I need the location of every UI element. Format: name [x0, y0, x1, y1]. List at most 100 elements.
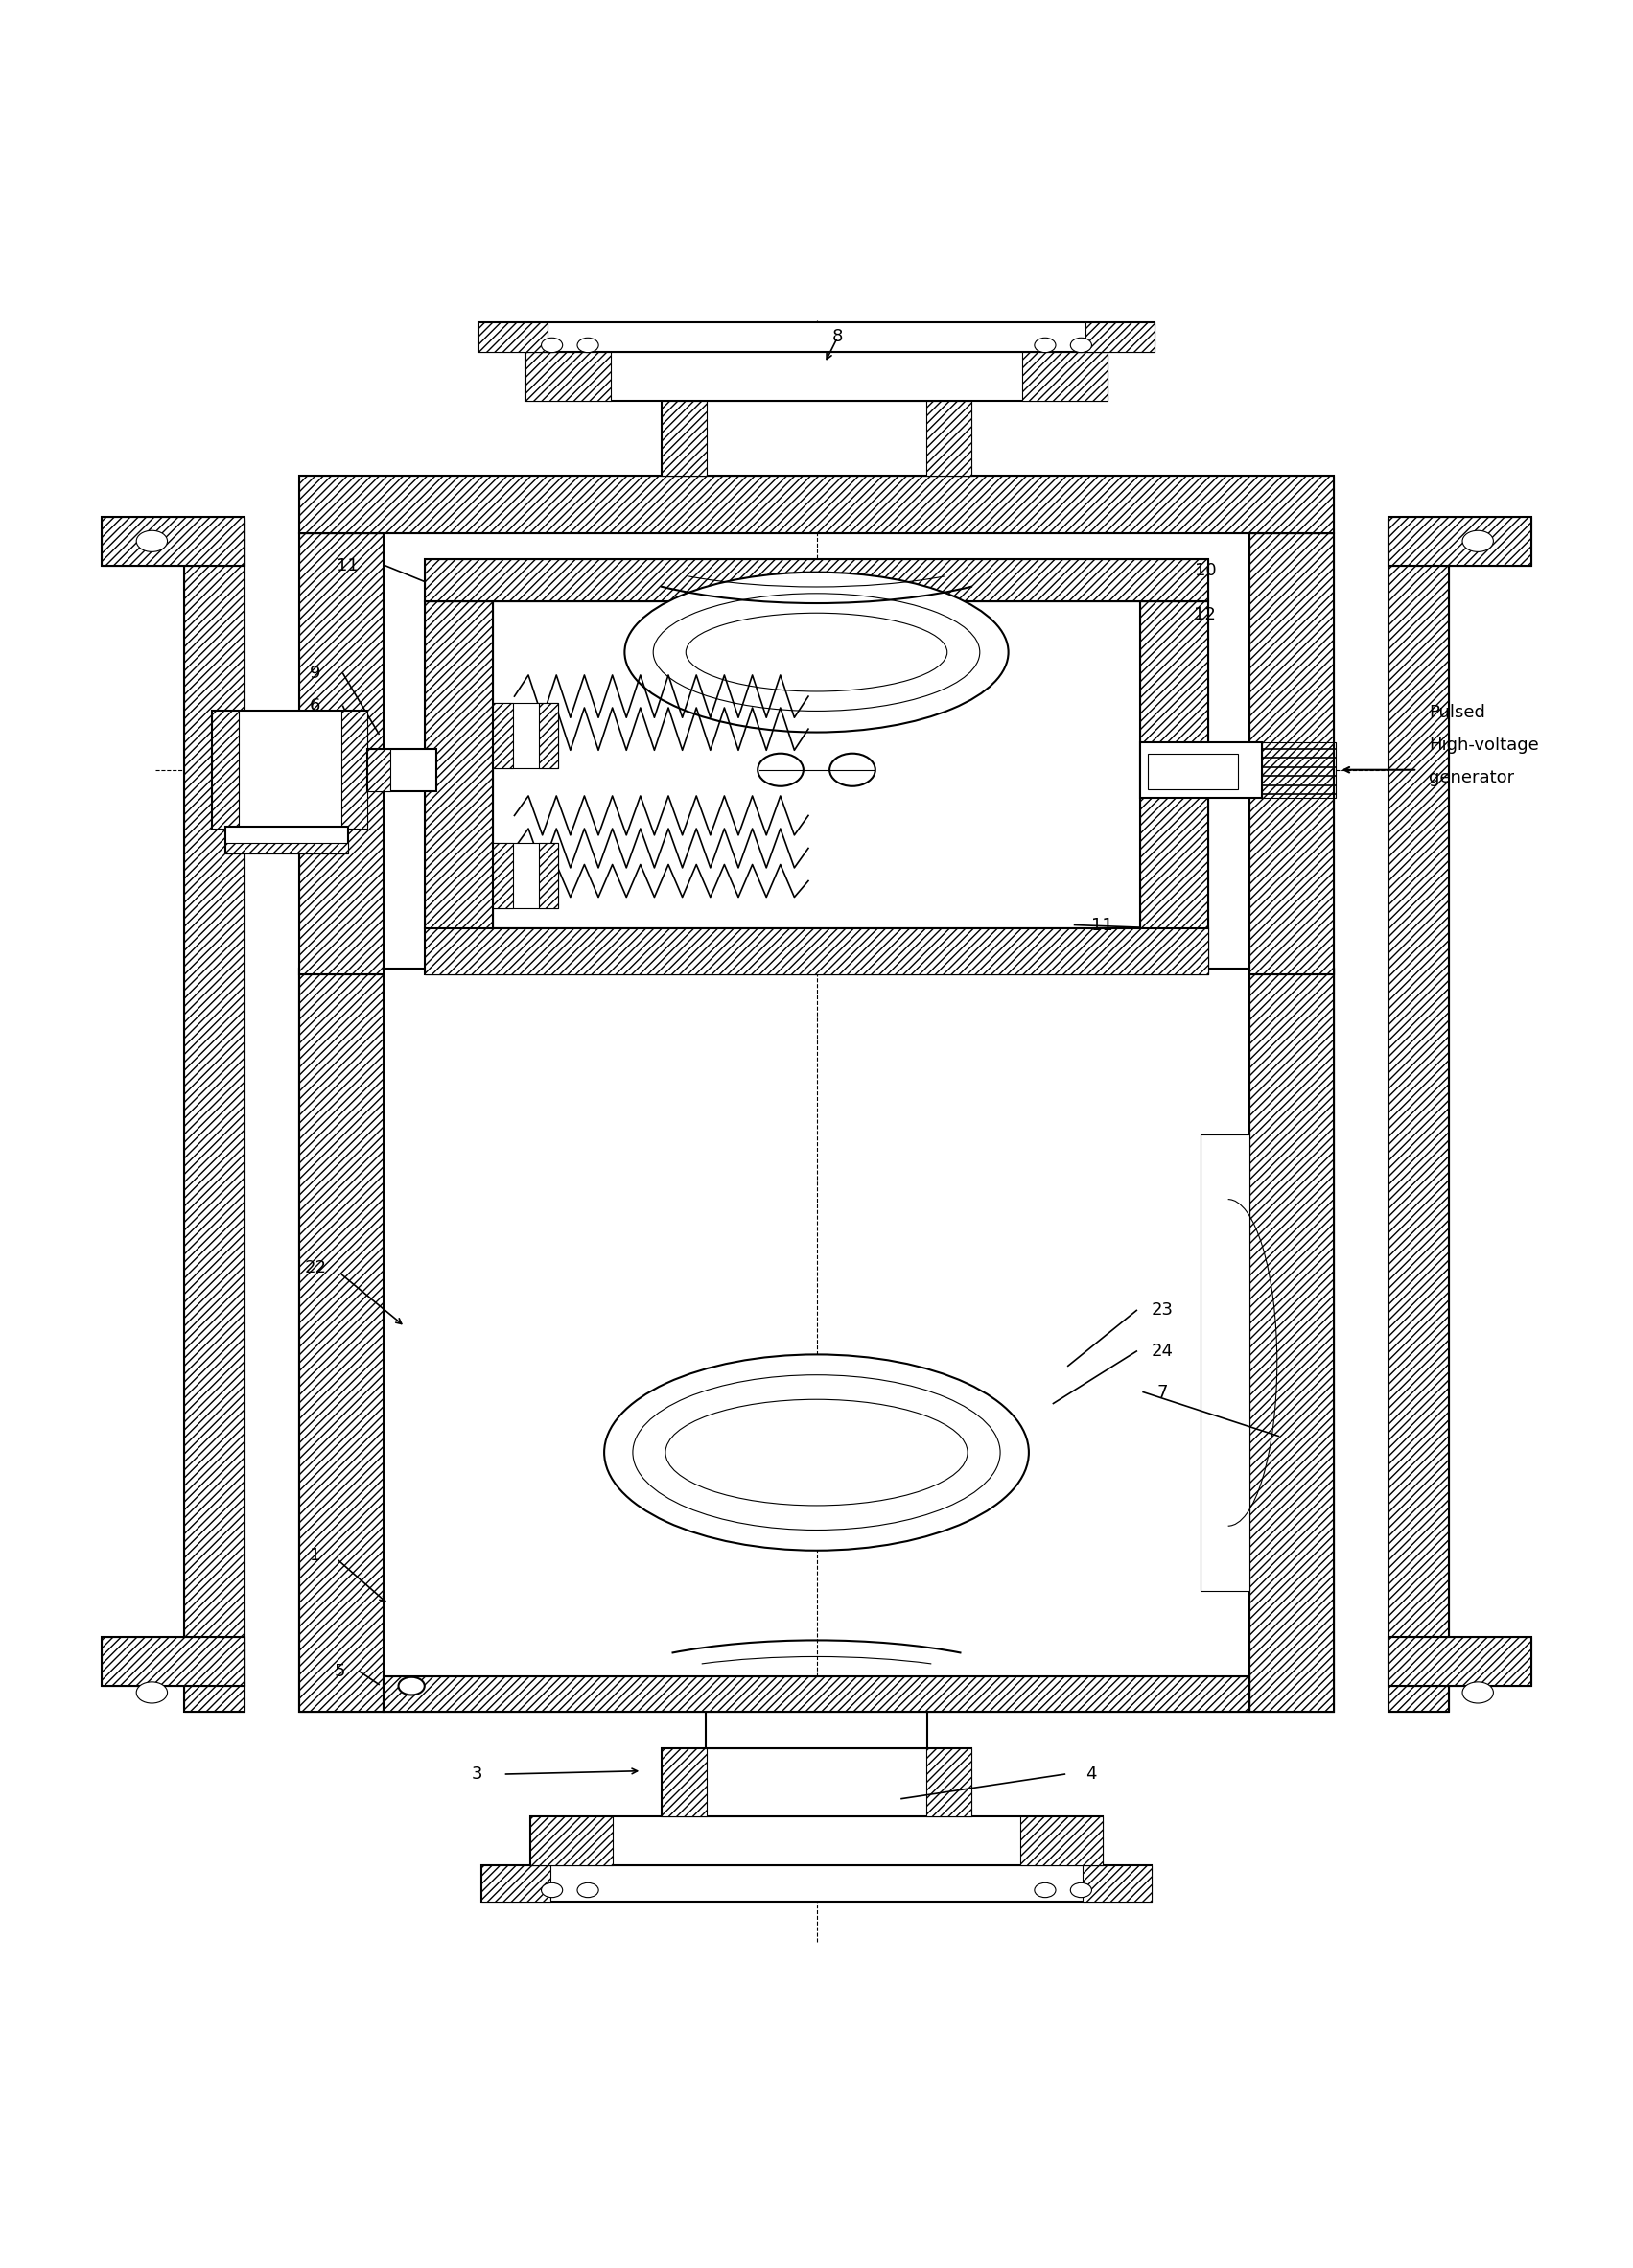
Ellipse shape [1035, 1882, 1057, 1898]
Bar [926, 401, 972, 476]
Ellipse shape [758, 753, 803, 787]
Text: 11: 11 [1091, 916, 1114, 934]
Text: 5: 5 [335, 1662, 345, 1681]
Bar [425, 560, 1208, 601]
Bar [1148, 753, 1238, 789]
Ellipse shape [1463, 531, 1494, 551]
Bar [539, 844, 558, 909]
Ellipse shape [604, 1354, 1029, 1551]
Ellipse shape [686, 612, 947, 692]
Ellipse shape [398, 1676, 425, 1694]
Bar [299, 476, 1334, 533]
Bar [367, 748, 436, 792]
Text: Pulsed: Pulsed [1429, 703, 1486, 721]
Bar [1140, 742, 1262, 798]
Bar [425, 928, 1208, 973]
Bar [225, 828, 348, 853]
Text: 3: 3 [472, 1765, 482, 1783]
Bar [299, 968, 384, 1712]
Bar [478, 322, 547, 352]
Ellipse shape [1071, 1882, 1091, 1898]
Bar [425, 601, 493, 928]
Bar [384, 1676, 1249, 1712]
Bar [1388, 1637, 1532, 1685]
Bar [1388, 519, 1448, 1712]
Bar [1388, 517, 1532, 565]
Bar [661, 1749, 707, 1817]
Bar [1140, 601, 1208, 928]
Bar [101, 1637, 245, 1685]
Text: High-voltage: High-voltage [1429, 737, 1538, 753]
Bar [212, 710, 238, 828]
Ellipse shape [578, 1882, 598, 1898]
Bar [1262, 742, 1336, 798]
Bar [299, 533, 384, 973]
Bar [539, 703, 558, 769]
Bar [482, 1867, 550, 1901]
Bar [425, 928, 1208, 973]
Bar [425, 560, 1208, 601]
Bar [493, 844, 513, 909]
Bar [299, 968, 1334, 1712]
Bar [478, 322, 1155, 352]
Ellipse shape [542, 1882, 562, 1898]
Text: 9: 9 [310, 665, 320, 683]
Ellipse shape [1071, 338, 1091, 352]
Ellipse shape [624, 572, 1008, 733]
Bar [705, 1712, 928, 1749]
Ellipse shape [634, 1374, 999, 1531]
Bar [384, 1676, 1249, 1712]
Text: 4: 4 [1086, 1765, 1096, 1783]
Text: 15: 15 [299, 730, 322, 748]
Bar [299, 968, 384, 1712]
Bar [1388, 519, 1448, 1712]
Ellipse shape [653, 594, 980, 710]
Bar [482, 1867, 1151, 1901]
Text: 1: 1 [310, 1547, 320, 1565]
Bar [425, 601, 493, 928]
Bar [926, 1749, 972, 1817]
Bar [1022, 352, 1107, 401]
Ellipse shape [136, 1683, 167, 1703]
Text: 7: 7 [1158, 1383, 1168, 1402]
Bar [1249, 968, 1334, 1712]
Bar [1083, 1867, 1151, 1901]
Text: generator: generator [1429, 769, 1514, 787]
Bar [661, 1749, 972, 1817]
Bar [1140, 601, 1208, 928]
Ellipse shape [1463, 1683, 1494, 1703]
Bar [212, 710, 367, 828]
Bar [1021, 1817, 1102, 1867]
Bar [1388, 1637, 1532, 1685]
Bar [493, 703, 513, 769]
Bar [1388, 517, 1532, 565]
Bar [101, 517, 245, 565]
Bar [493, 844, 558, 909]
Bar [526, 352, 1107, 401]
Bar [661, 401, 972, 476]
Bar [225, 844, 348, 853]
Ellipse shape [1035, 338, 1057, 352]
Ellipse shape [542, 338, 562, 352]
Text: 23: 23 [1151, 1302, 1174, 1320]
Text: 10: 10 [1194, 562, 1217, 578]
Ellipse shape [830, 753, 875, 787]
Bar [1249, 533, 1334, 973]
Ellipse shape [136, 531, 167, 551]
Bar [493, 703, 558, 769]
Text: 12: 12 [1194, 606, 1217, 624]
Text: 22: 22 [304, 1259, 327, 1277]
Text: 11: 11 [336, 558, 359, 574]
Bar [185, 519, 245, 1712]
Bar [457, 601, 1176, 928]
Bar [526, 352, 611, 401]
Bar [101, 1637, 245, 1685]
Bar [531, 1817, 1102, 1867]
Bar [1249, 968, 1334, 1712]
Ellipse shape [578, 338, 598, 352]
Bar [101, 517, 245, 565]
Bar [367, 748, 390, 792]
Bar [1200, 1134, 1249, 1592]
Bar [531, 1817, 612, 1867]
Text: 8: 8 [833, 329, 843, 345]
